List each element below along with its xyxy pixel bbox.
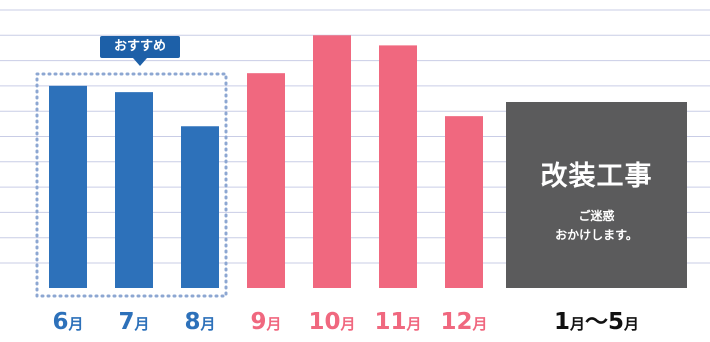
- month-number: 7: [118, 309, 135, 335]
- month-label-10: 10月: [299, 306, 365, 338]
- month-unit: 月: [200, 315, 216, 333]
- closed-period-panel: 改装工事 ご迷惑 おかけします。: [506, 102, 687, 288]
- recommended-highlight-box: [35, 72, 228, 298]
- closed-period-label: 1月〜5月: [506, 306, 687, 338]
- bar-month-9: [247, 73, 285, 288]
- bar-month-6: [49, 85, 87, 289]
- month-unit: 月: [406, 315, 422, 333]
- closed-end-month: 5: [608, 309, 625, 335]
- month-number: 12: [440, 309, 473, 335]
- month-label-11: 11月: [365, 306, 431, 338]
- closed-end-unit: 月: [624, 315, 640, 333]
- bar-month-12: [445, 116, 483, 289]
- recommended-callout: おすすめ: [100, 36, 180, 58]
- month-label-7: 7月: [101, 306, 167, 338]
- month-number: 11: [374, 309, 407, 335]
- apology-line-2: おかけします。: [555, 228, 638, 242]
- renovation-title: 改装工事: [540, 161, 653, 192]
- month-number: 6: [52, 309, 69, 335]
- month-label-6: 6月: [35, 306, 101, 338]
- month-unit: 月: [472, 315, 488, 333]
- month-label-12: 12月: [431, 306, 497, 338]
- closed-start-month: 1: [553, 309, 570, 335]
- month-unit: 月: [134, 315, 150, 333]
- month-unit: 月: [68, 315, 84, 333]
- month-unit: 月: [340, 315, 356, 333]
- month-unit: 月: [266, 315, 282, 333]
- month-number: 8: [184, 309, 201, 335]
- bar-month-7: [115, 92, 153, 289]
- closed-separator: 〜: [585, 309, 608, 335]
- month-number: 10: [308, 309, 341, 335]
- closed-start-unit: 月: [569, 315, 585, 333]
- bar-month-8: [181, 126, 219, 288]
- month-label-9: 9月: [233, 306, 299, 338]
- apology-note: ご迷惑 おかけします。: [506, 207, 687, 245]
- apology-line-1: ご迷惑: [578, 209, 615, 223]
- bar-month-11: [379, 45, 417, 288]
- month-label-8: 8月: [167, 306, 233, 338]
- callout-pointer: [133, 58, 147, 66]
- bar-month-10: [313, 35, 351, 288]
- month-number: 9: [250, 309, 267, 335]
